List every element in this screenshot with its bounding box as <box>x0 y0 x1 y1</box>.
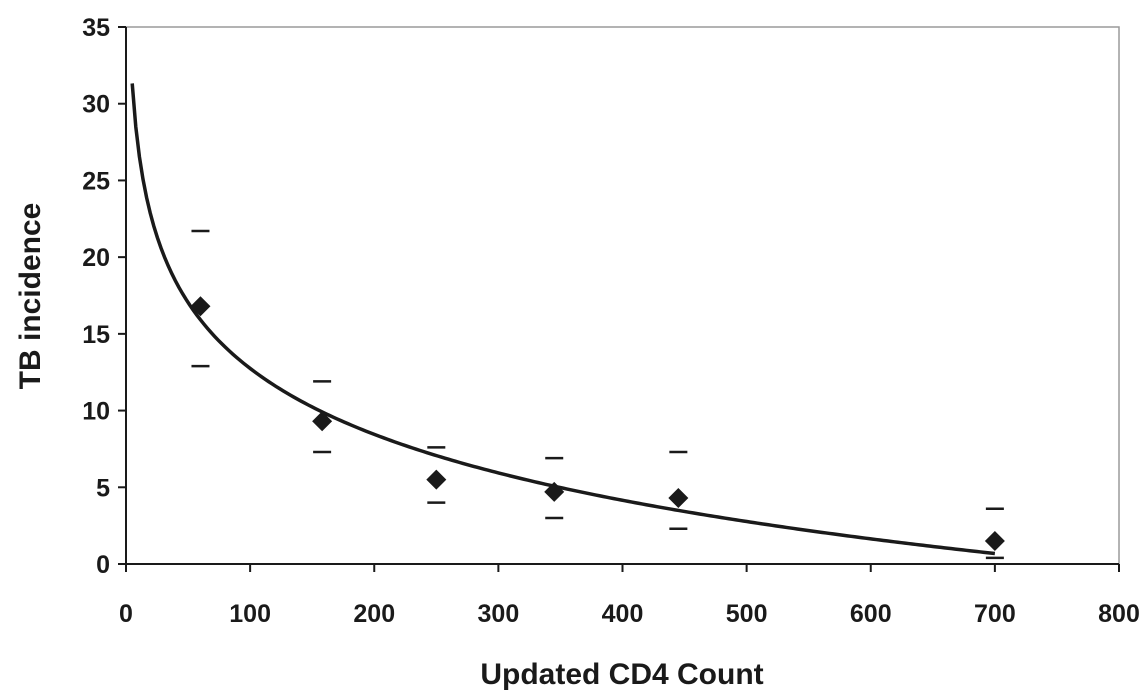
y-tick-label: 15 <box>82 321 110 349</box>
data-point <box>312 411 333 432</box>
y-tick-label: 30 <box>82 91 110 119</box>
x-tick-label: 300 <box>478 600 520 628</box>
data-point <box>984 530 1005 551</box>
error-markers-layer <box>191 229 1004 560</box>
trend-line <box>130 83 996 556</box>
data-points-layer <box>190 296 1005 551</box>
data-point <box>426 469 447 490</box>
data-point <box>190 296 211 317</box>
x-tick-label: 0 <box>119 600 133 628</box>
x-tick-label: 700 <box>974 600 1016 628</box>
data-point <box>544 481 565 502</box>
x-tick-label: 100 <box>229 600 271 628</box>
y-tick-label: 10 <box>82 398 110 426</box>
plot-area-frame <box>125 26 1120 565</box>
x-tick-label: 400 <box>602 600 644 628</box>
x-tick-label: 600 <box>850 600 892 628</box>
axes: 0 5 10 15 20 25 30 35 0 100 200 300 400 500 600 700 800 <box>82 14 1140 628</box>
y-tick-label: 5 <box>96 474 110 502</box>
x-tick-label: 500 <box>726 600 768 628</box>
data-point <box>668 488 689 509</box>
x-tick-label: 800 <box>1098 600 1140 628</box>
x-tick-label: 200 <box>353 600 395 628</box>
fit-curve-layer <box>130 83 996 556</box>
y-tick-label: 35 <box>82 14 110 42</box>
x-axis-title: Updated CD4 Count <box>480 658 763 691</box>
y-tick-label: 0 <box>96 551 110 579</box>
y-tick-label: 25 <box>82 167 110 195</box>
y-axis-title: TB incidence <box>14 203 47 390</box>
y-tick-label: 20 <box>82 244 110 272</box>
